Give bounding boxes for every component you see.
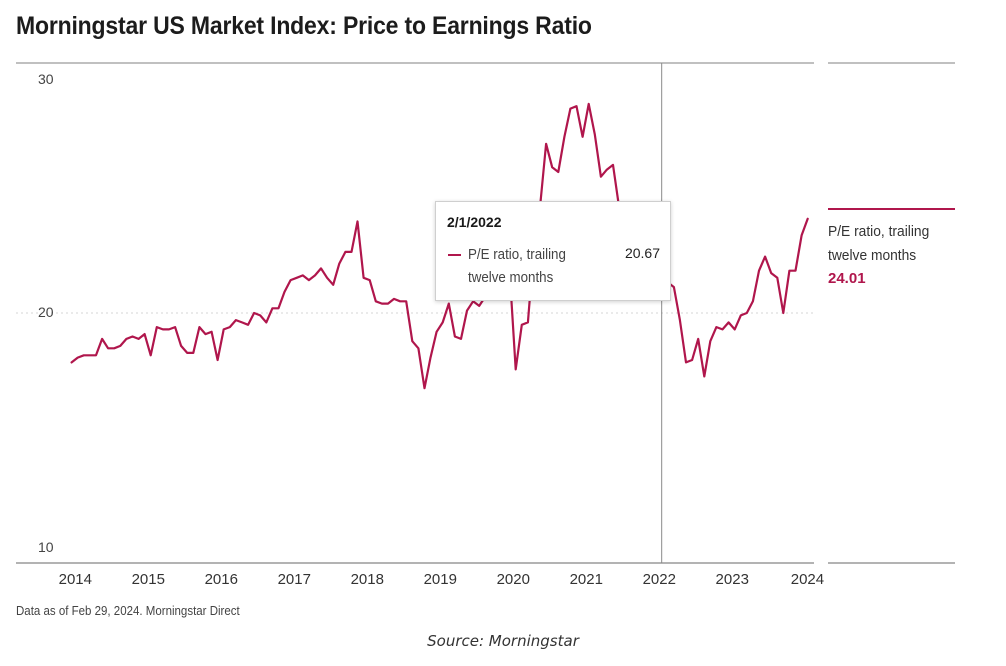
series-line — [70, 102, 809, 390]
series-layer — [70, 102, 809, 390]
data-tooltip: 2/1/2022 P/E ratio, trailing twelve mont… — [435, 201, 671, 301]
grid-lines — [16, 62, 814, 314]
x-tick-label: 2019 — [424, 571, 457, 588]
x-tick-label: 2020 — [497, 571, 530, 588]
axes — [16, 63, 814, 564]
y-tick-label: 20 — [38, 304, 54, 320]
y-tick-label: 10 — [38, 539, 54, 555]
x-tick-label: 2021 — [570, 571, 603, 588]
x-tick-label: 2016 — [205, 571, 238, 588]
chart-title: Morningstar US Market Index: Price to Ea… — [16, 12, 592, 40]
x-tick-label: 2018 — [351, 571, 384, 588]
x-tick-label: 2024 — [791, 571, 824, 588]
tooltip-value: 20.67 — [624, 245, 660, 261]
tooltip-series-label: P/E ratio, trailing twelve months — [468, 247, 566, 286]
legend-series-label: P/E ratio, trailing twelve months — [828, 223, 930, 264]
legend-series-value: 24.01 — [828, 270, 866, 287]
x-tick-labels: 2014 2015 2016 2017 2018 2019 2020 2021 2022 2023… — [59, 571, 825, 588]
tooltip-date: 2/1/2022 — [447, 214, 502, 230]
x-tick-label: 2017 — [278, 571, 311, 588]
footnote: Data as of Feb 29, 2024. Morningstar Dir… — [16, 604, 240, 618]
x-tick-label: 2022 — [643, 571, 676, 588]
x-tick-label: 2014 — [59, 571, 92, 588]
x-tick-label: 2023 — [716, 571, 749, 588]
y-tick-label: 30 — [38, 71, 54, 87]
source-caption: Source: Morningstar — [427, 632, 579, 650]
x-tick-label: 2015 — [132, 571, 165, 588]
tooltip-series-swatch — [448, 254, 461, 256]
y-tick-labels: 10 20 30 — [38, 71, 54, 555]
legend-rules — [828, 62, 955, 564]
